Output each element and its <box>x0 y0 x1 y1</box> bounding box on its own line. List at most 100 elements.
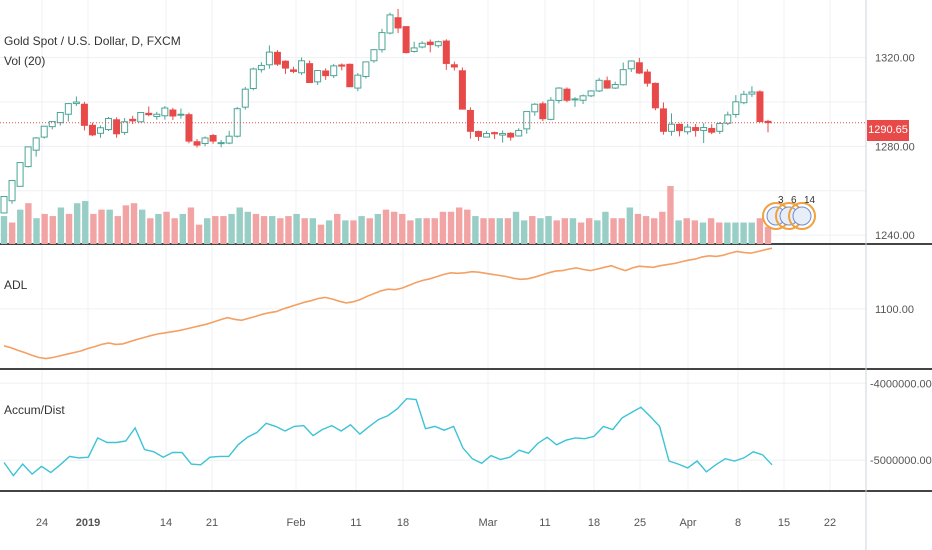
volume-bar <box>203 218 211 244</box>
candle-body <box>265 51 273 66</box>
candle-body <box>667 123 675 132</box>
accum-dist-label: Accum/Dist <box>4 403 65 417</box>
candle-body <box>635 62 643 74</box>
price-badge: 1290.65 <box>867 120 909 141</box>
candle-body <box>619 69 627 86</box>
accum-dist-pane <box>3 397 773 477</box>
x-axis-tick: 21 <box>206 517 218 529</box>
candle-body <box>257 64 265 71</box>
volume-bar <box>390 211 398 244</box>
candle-body <box>249 68 257 90</box>
volume-bar <box>358 216 365 244</box>
x-axis-tick: 14 <box>160 517 172 529</box>
volume-bar <box>163 211 170 244</box>
price-axis-tick: 1320.00 <box>875 53 915 65</box>
volume-bar <box>651 218 658 244</box>
candle-body <box>105 117 113 131</box>
candle-body <box>137 111 145 123</box>
candle-body <box>724 114 732 124</box>
volume-bar <box>236 207 243 244</box>
candle-body <box>32 137 40 151</box>
candle-body <box>209 135 217 142</box>
x-axis-tick: Feb <box>287 517 306 529</box>
volume-bar <box>8 222 16 244</box>
volume-bar <box>334 213 341 244</box>
candle-body <box>217 142 225 145</box>
candle-body <box>0 196 8 214</box>
candle-body <box>595 79 603 92</box>
x-axis-tick: 8 <box>735 517 741 529</box>
volume-bar <box>317 224 325 244</box>
candle-body <box>48 121 56 128</box>
volume-bar <box>285 216 292 244</box>
candle-body <box>450 64 458 68</box>
adl-pane <box>3 247 773 360</box>
candle-body <box>418 42 426 48</box>
candle-body <box>72 101 80 105</box>
candle-body <box>659 108 667 132</box>
candle-body <box>603 80 611 89</box>
candle-body <box>161 107 169 117</box>
volume-bar <box>553 220 560 244</box>
volume-bar <box>49 216 56 244</box>
adl-axis-tick: 1100.00 <box>875 304 914 316</box>
volume-bar <box>634 213 642 244</box>
volume-bar <box>252 213 260 244</box>
volume-bar <box>488 218 495 244</box>
volume-bar <box>147 218 154 244</box>
candle-body <box>322 70 330 77</box>
candle-body <box>402 26 410 54</box>
volume-bar <box>90 213 97 244</box>
candle-body <box>370 49 378 62</box>
volume-bar <box>683 218 690 244</box>
candle-body <box>88 124 96 136</box>
x-axis: 24 2019 14 21 Feb 11 18 Mar 11 18 25 Apr 8 15 22 <box>36 517 836 529</box>
candle-body <box>290 69 298 72</box>
volume-bar <box>130 203 138 244</box>
candle-body <box>547 99 555 120</box>
volume-bar <box>740 222 747 244</box>
price-axis-tick: 1280.00 <box>875 141 915 153</box>
candle-body <box>708 127 716 133</box>
candle-body <box>700 127 708 131</box>
candle-body <box>330 65 338 77</box>
volume-bar <box>512 211 520 244</box>
volume-bar <box>423 218 430 244</box>
candle-body <box>346 63 354 88</box>
price-badge-value: 1290.65 <box>868 124 908 136</box>
volume-bar <box>455 207 463 244</box>
volume-bar <box>691 220 699 244</box>
candle-body <box>563 88 571 101</box>
volume-bar <box>106 209 113 244</box>
candle-body <box>466 109 474 132</box>
volume-bar <box>228 213 235 244</box>
candle-body <box>177 113 185 116</box>
volume-bar <box>244 211 252 244</box>
candle-body <box>24 146 32 168</box>
candle-body <box>201 137 209 145</box>
candle-body <box>225 135 233 144</box>
dividend-marker-ring <box>788 202 816 230</box>
candle-body <box>362 61 370 78</box>
candle-body <box>579 95 587 101</box>
volume-bar <box>269 216 276 244</box>
candle-body <box>676 123 684 132</box>
volume-label: Vol (20) <box>4 54 46 68</box>
x-axis-tick: 11 <box>539 517 550 529</box>
volume-bar <box>675 220 682 244</box>
volume-bar <box>569 218 577 244</box>
volume-bar <box>545 216 552 244</box>
candle-body <box>16 162 24 187</box>
volume-bar <box>618 218 625 244</box>
x-axis-tick: Apr <box>679 517 696 529</box>
volume-bar <box>350 220 357 244</box>
candle-body <box>354 74 362 89</box>
volume-bar <box>667 186 674 244</box>
volume-bar <box>626 207 634 244</box>
volume-bar <box>82 201 89 244</box>
x-axis-tick: 2019 <box>76 517 100 529</box>
volume-bar <box>366 218 373 244</box>
candle-body <box>169 109 177 117</box>
candle-body <box>410 47 418 52</box>
